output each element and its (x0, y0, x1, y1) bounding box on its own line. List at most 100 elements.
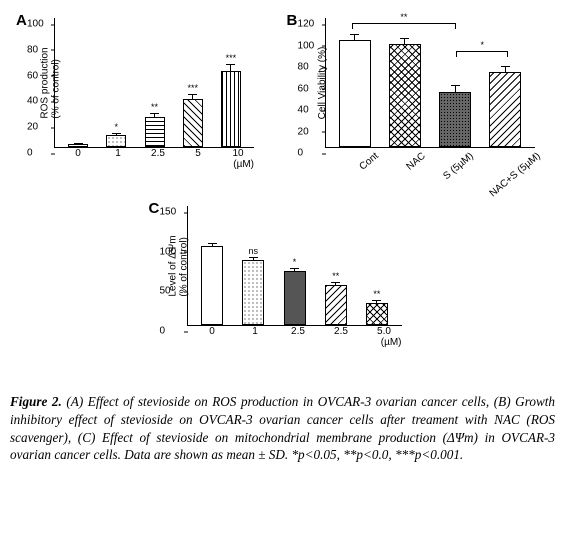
bar-wrap: ** (135, 102, 173, 147)
error-bar (455, 85, 456, 93)
bar-wrap: *** (174, 83, 212, 147)
bar-wrap (480, 55, 530, 147)
ytick: 40 (27, 96, 38, 107)
bar (325, 285, 347, 325)
xtick: 1 (234, 326, 277, 337)
ytick: 100 (27, 19, 44, 30)
bar-wrap: * (274, 257, 315, 325)
ytick: 60 (27, 70, 38, 81)
significance-marker: *** (226, 53, 237, 63)
panel-b: B Cell Viability (%) 020406080100120*** … (281, 10, 555, 190)
bar-wrap (192, 232, 233, 326)
bar (201, 246, 223, 325)
bar (221, 71, 241, 147)
top-row: A ROS production (% of control) 02040608… (10, 10, 555, 190)
significance-marker: * (293, 257, 297, 267)
error-bar (253, 257, 254, 260)
panel-b-xticks: ContNACS (5µM)NAC+S (5µM) (325, 148, 543, 178)
bar-wrap: ** (315, 271, 356, 325)
ytick: 50 (160, 286, 171, 297)
bar (439, 92, 471, 147)
ytick: 60 (298, 83, 309, 94)
xtick: 10 (218, 148, 258, 159)
ytick: 100 (298, 40, 315, 51)
error-bar (78, 143, 79, 144)
bar-wrap: * (97, 122, 135, 147)
panel-c-label: C (149, 200, 160, 217)
panel-b-chart: Cell Viability (%) 020406080100120*** (325, 18, 535, 148)
caption-label: Figure 2. (10, 394, 62, 409)
bar-wrap (430, 74, 480, 147)
error-bar (294, 268, 295, 271)
ytick: 0 (27, 148, 33, 159)
error-bar (116, 133, 117, 136)
error-bar (212, 243, 213, 246)
bar-wrap (59, 132, 97, 147)
bars-container: ********* (55, 18, 254, 147)
error-bar (505, 66, 506, 71)
bar (68, 144, 88, 147)
error-bar (376, 300, 377, 303)
xtick: 5 (178, 148, 218, 159)
bar (183, 99, 203, 147)
error-bar (404, 38, 405, 43)
error-bar (192, 94, 193, 99)
bar (145, 117, 165, 147)
xtick: 2.5 (138, 148, 178, 159)
xtick: NAC (387, 148, 443, 202)
panel-a-xunit: (µM) (10, 159, 254, 170)
significance-marker: ** (373, 289, 380, 299)
significance-marker: ** (332, 271, 339, 281)
bar (389, 44, 421, 147)
xtick: 0 (191, 326, 234, 337)
panel-c: C Level of ΔΨm (% of control) 050100150n… (143, 198, 423, 373)
significance-bracket: * (456, 51, 508, 52)
panel-b-label: B (287, 12, 298, 29)
panel-a-xticks: 012.5510 (54, 148, 262, 159)
bar (339, 40, 371, 148)
error-bar (154, 113, 155, 117)
panel-a: A ROS production (% of control) 02040608… (10, 10, 275, 190)
ytick: 80 (298, 62, 309, 73)
significance-marker: * (115, 122, 119, 132)
bars-container: ns***** (188, 206, 402, 325)
bar-wrap: ns (233, 246, 274, 325)
bar (106, 135, 126, 147)
bar (489, 72, 521, 147)
error-bar (354, 34, 355, 39)
xtick: 2.5 (277, 326, 320, 337)
error-bar (335, 282, 336, 285)
panel-c-xticks: 012.52.55.0 (187, 326, 410, 337)
bar (366, 303, 388, 325)
bar-wrap: *** (212, 53, 250, 147)
ytick: 120 (298, 19, 315, 30)
bracket-label: * (481, 40, 485, 50)
bar (242, 260, 264, 325)
ytick: 100 (160, 246, 177, 257)
bars-container (326, 18, 535, 147)
panel-c-chart: Level of ΔΨm (% of control) 050100150ns*… (187, 206, 402, 326)
xtick: 5.0 (363, 326, 406, 337)
significance-bracket: ** (352, 23, 457, 24)
ytick: 0 (298, 148, 304, 159)
bar-wrap (380, 27, 430, 147)
figure-caption: Figure 2. (A) Effect of stevioside on RO… (10, 393, 555, 464)
ytick: 0 (160, 326, 166, 337)
panel-a-label: A (16, 12, 27, 29)
significance-marker: *** (187, 83, 198, 93)
error-bar (230, 64, 231, 70)
ytick: 40 (298, 105, 309, 116)
bracket-label: ** (400, 12, 407, 22)
ytick: 20 (27, 122, 38, 133)
panel-a-chart: ROS production (% of control) 0204060801… (54, 18, 254, 148)
xtick: 1 (98, 148, 138, 159)
panel-c-xunit: (µM) (143, 337, 402, 348)
ytick: 80 (27, 44, 38, 55)
bar (284, 271, 306, 325)
caption-body: (A) Effect of stevioside on ROS producti… (10, 394, 555, 462)
significance-marker: ** (151, 102, 158, 112)
xtick: S (5µM) (435, 148, 491, 202)
xtick: 0 (58, 148, 98, 159)
xtick: 2.5 (320, 326, 363, 337)
ytick: 20 (298, 126, 309, 137)
